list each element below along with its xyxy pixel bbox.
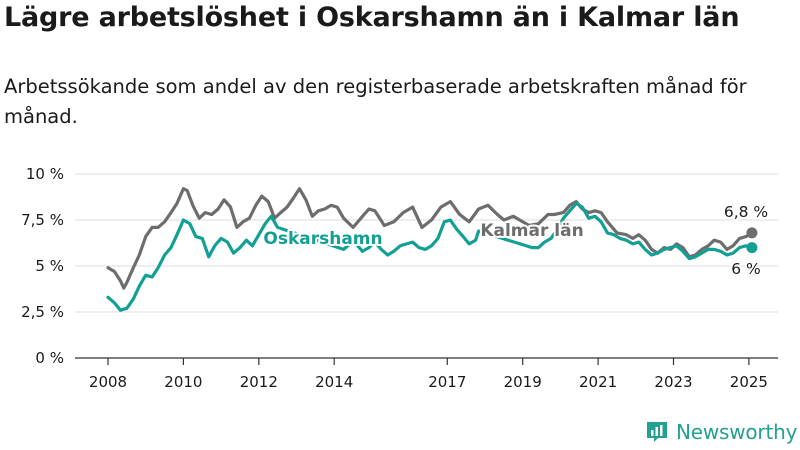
- x-tick-label: 2012: [240, 373, 278, 391]
- x-tick-label: 2014: [315, 373, 353, 391]
- series-label-kalmar: Kalmar län: [480, 221, 583, 241]
- series-line-oskarshamn: [106, 201, 754, 312]
- brand-name: Newsworthy: [676, 420, 798, 444]
- newsworthy-logo: Newsworthy: [645, 420, 797, 444]
- series-label-oskarshamn: Oskarshamn: [263, 229, 382, 249]
- y-tick-label: 10 %: [26, 165, 64, 183]
- x-tick-label: 2021: [579, 373, 617, 391]
- bar-chart-logo-icon: [647, 422, 667, 442]
- y-tick-label: 0 %: [35, 349, 64, 367]
- x-tick-label: 2017: [428, 373, 466, 391]
- x-tick-label: 2023: [654, 373, 692, 391]
- end-value-label-oskarshamn: 6 %: [731, 260, 761, 278]
- y-tick-label: 2,5 %: [21, 303, 64, 321]
- end-point-kalmar-l-n: [746, 227, 758, 239]
- chart-subtitle: Arbetssökande som andel av den registerb…: [4, 75, 747, 128]
- line-chart: 0 % 2,5 % 5 % 7,5 % 10 % 2008 2010 2012 2014 2017…: [21, 165, 778, 391]
- x-tick-label: 2025: [730, 373, 768, 391]
- y-tick-label: 5 %: [35, 257, 64, 275]
- y-tick-label: 7,5 %: [21, 211, 64, 229]
- end-point-oskarshamn: [746, 242, 758, 254]
- x-tick-label: 2010: [164, 373, 202, 391]
- x-tick-label: 2008: [89, 373, 127, 391]
- end-value-label-kalmar: 6,8 %: [724, 203, 768, 221]
- x-tick-label: 2019: [504, 373, 542, 391]
- series-line-kalmar-l-n: [106, 187, 754, 290]
- page-title: Lägre arbetslöshet i Oskarshamn än i Kal…: [4, 2, 740, 33]
